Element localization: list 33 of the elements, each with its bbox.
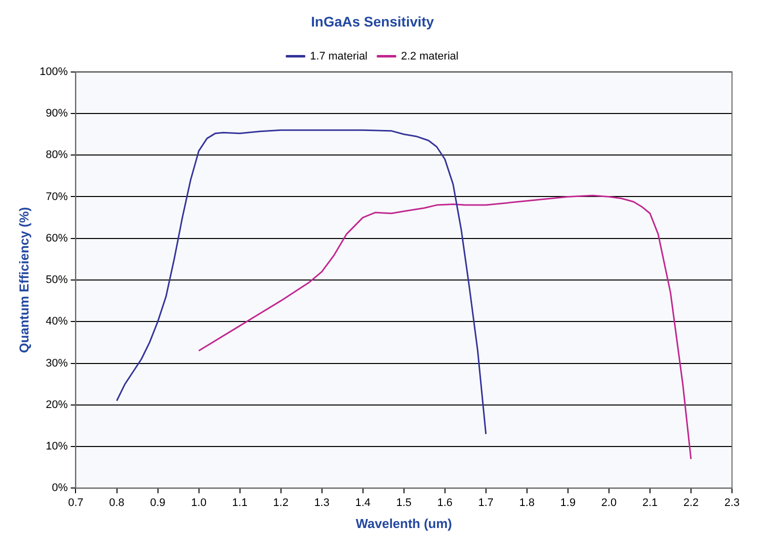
- x-tick-label: 1.6: [437, 496, 453, 509]
- x-tick-label: 2.0: [601, 496, 617, 509]
- x-tick-label: 1.3: [314, 496, 330, 509]
- x-tick-label: 1.0: [191, 496, 206, 509]
- x-tick-label: 1.7: [478, 496, 494, 509]
- y-axis-title: Quantum Efficiency (%): [16, 207, 32, 353]
- x-tick-label: 1.1: [232, 496, 248, 509]
- x-tick-label: 2.3: [724, 496, 740, 509]
- y-tick-label: 10%: [46, 440, 68, 453]
- y-tick-label: 30%: [46, 357, 68, 370]
- y-tick-label: 50%: [46, 274, 68, 286]
- x-tick-label: 1.2: [273, 496, 288, 509]
- legend-label: 2.2 material: [401, 50, 458, 62]
- x-tick-label: 1.5: [396, 496, 412, 509]
- x-axis-title: Wavelenth (um): [356, 516, 452, 531]
- x-tick-label: 2.2: [683, 496, 699, 509]
- y-tick-label: 20%: [46, 398, 68, 411]
- chart-title: InGaAs Sensitivity: [311, 13, 434, 30]
- x-tick-label: 1.9: [560, 496, 576, 509]
- y-tick-label: 70%: [46, 190, 68, 203]
- y-tick-label: 80%: [46, 149, 68, 162]
- y-tick-label: 60%: [46, 232, 68, 244]
- legend-label: 1.7 material: [310, 50, 368, 62]
- y-tick-label: 40%: [46, 316, 68, 328]
- x-tick-label: 0.8: [109, 496, 124, 509]
- x-tick-label: 0.7: [68, 496, 84, 509]
- x-tick-label: 1.8: [519, 496, 535, 509]
- x-tick-label: 0.9: [150, 496, 166, 509]
- y-tick-label: 0%: [52, 482, 68, 494]
- y-tick-label: 100%: [40, 66, 68, 78]
- x-tick-label: 1.4: [355, 496, 370, 509]
- x-tick-label: 2.1: [642, 496, 658, 509]
- y-tick-label: 90%: [46, 107, 68, 120]
